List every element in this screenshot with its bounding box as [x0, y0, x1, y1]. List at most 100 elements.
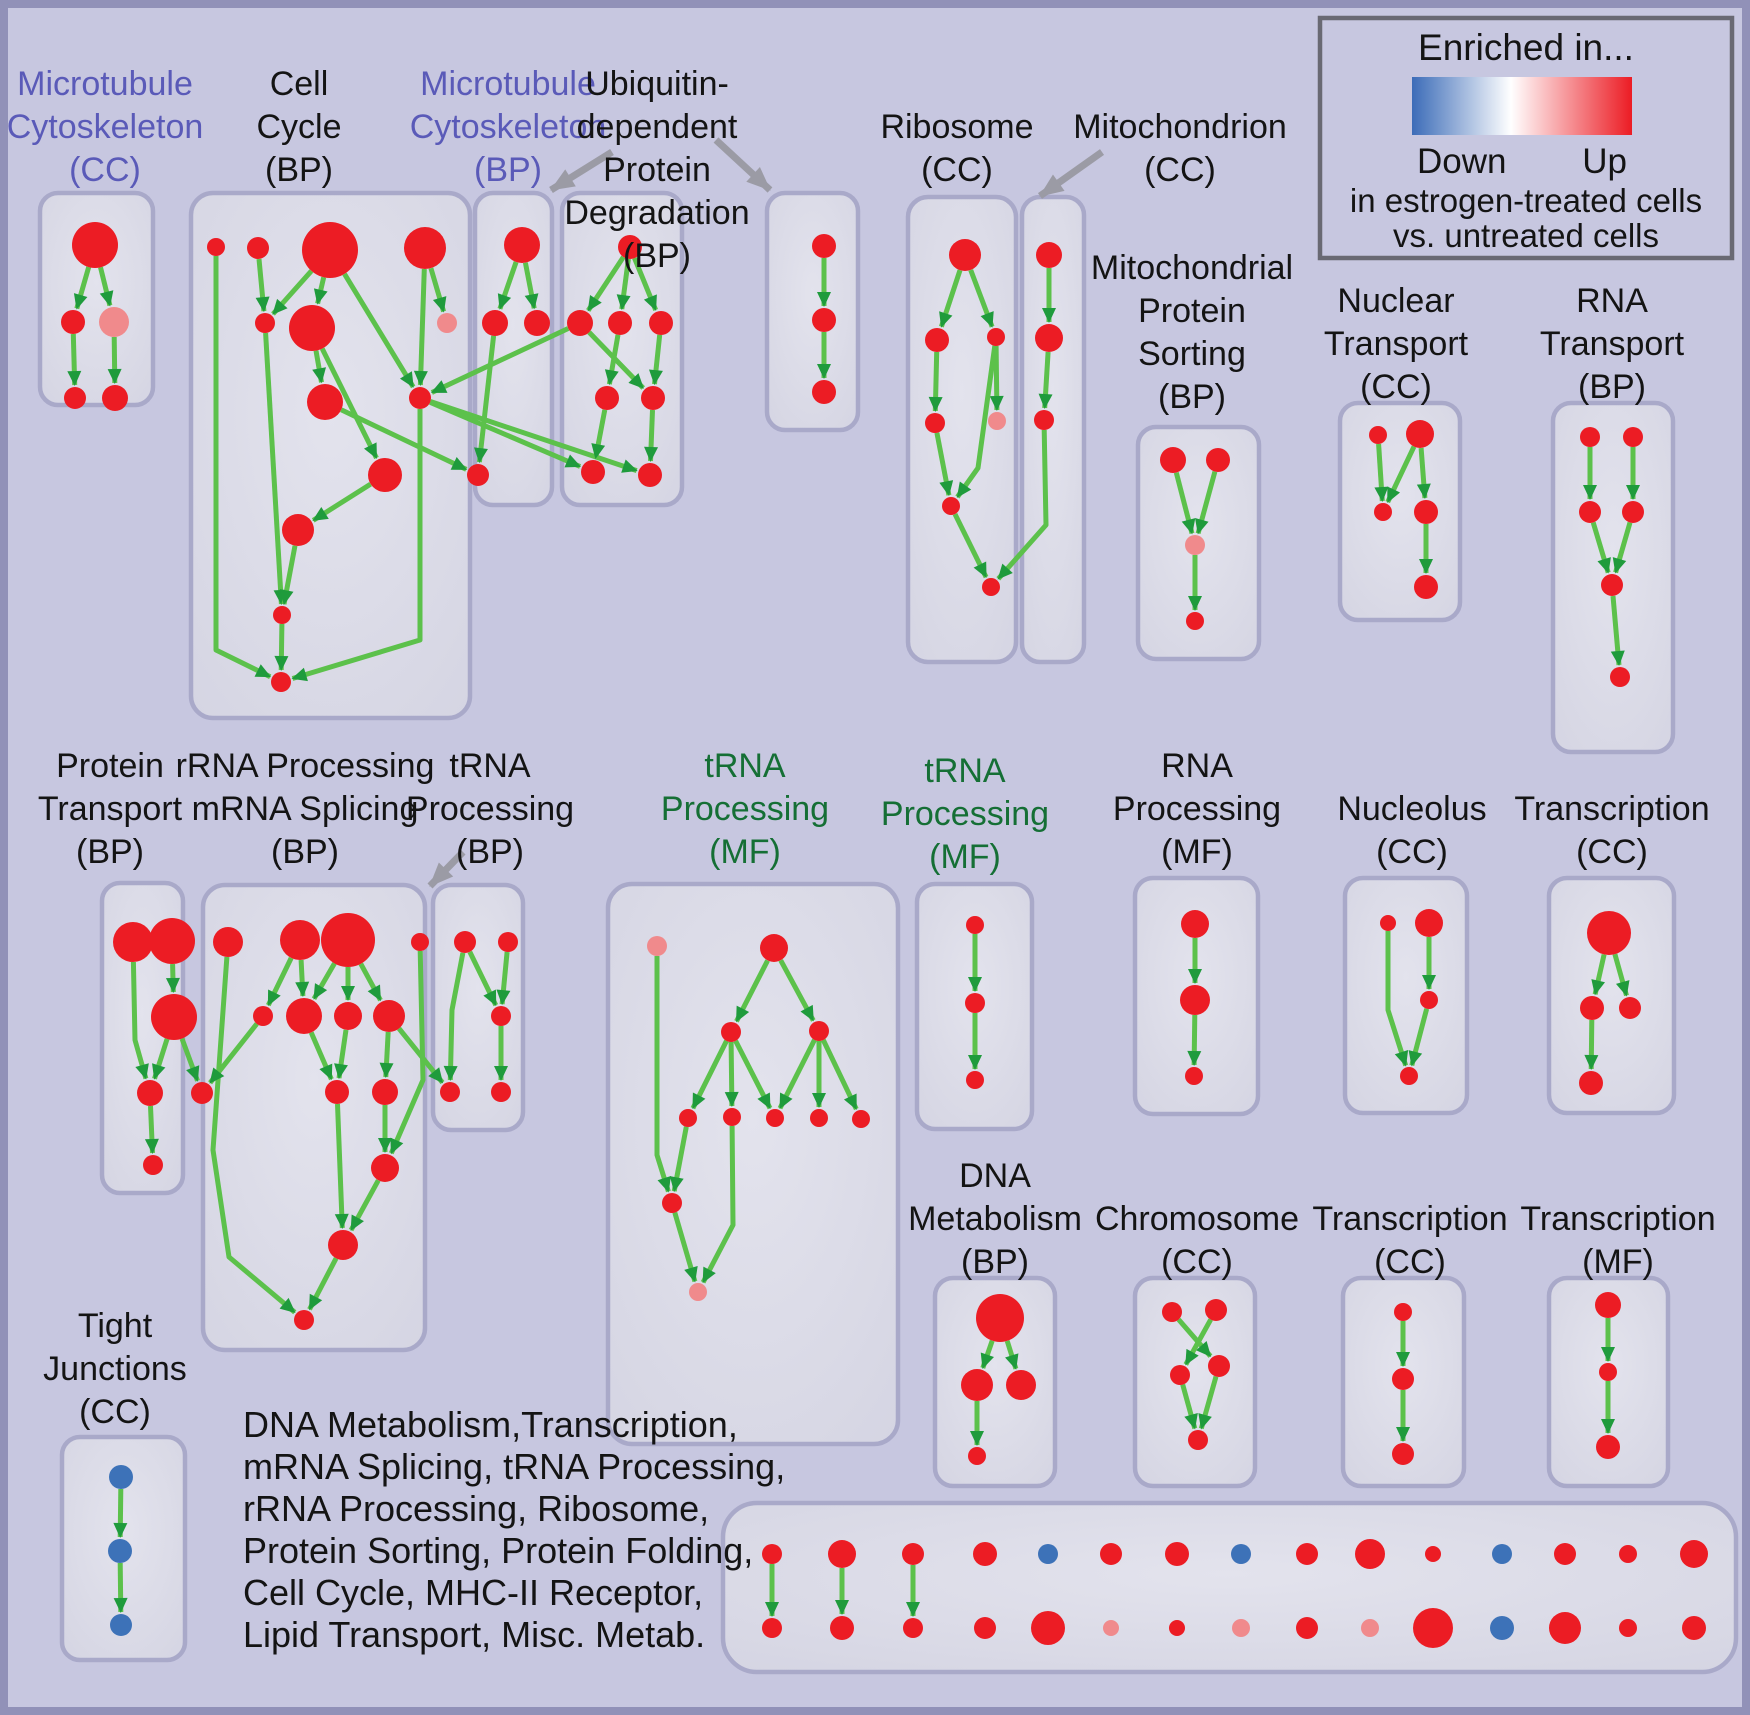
- cluster-label-transcription-mf: Transcription (MF): [1520, 1200, 1715, 1281]
- edge-arrow: [430, 326, 570, 395]
- go-term-node: [307, 384, 343, 420]
- edge-arrow: [672, 1211, 698, 1283]
- legend-subtitle-1: in estrogen-treated cells: [1350, 182, 1702, 219]
- go-term-node: [762, 1618, 782, 1638]
- edge-arrow: [522, 262, 539, 310]
- go-term-node: [812, 308, 836, 332]
- go-term-node: [812, 234, 836, 258]
- cluster-label-nucleolus: Nucleolus (CC): [1337, 790, 1486, 871]
- go-term-node: [437, 313, 457, 333]
- edge-arrow: [313, 276, 328, 305]
- go-term-node: [1610, 667, 1630, 687]
- go-term-node: [1414, 500, 1438, 524]
- go-term-node: [966, 1071, 984, 1089]
- go-term-node: [1579, 1071, 1603, 1095]
- go-term-node: [368, 458, 402, 492]
- label-pointer-arrow: [549, 149, 614, 193]
- edge-arrow: [107, 336, 122, 384]
- go-term-node: [1549, 1612, 1581, 1644]
- go-term-node: [1186, 612, 1204, 630]
- go-term-node: [638, 463, 662, 487]
- edge-arrow: [1612, 521, 1633, 574]
- edge-arrow: [497, 261, 519, 310]
- edge-arrow: [734, 959, 770, 1023]
- go-term-node: [1296, 1543, 1318, 1565]
- cluster-box-trna-mf-big: [605, 881, 901, 1447]
- cluster-box-microtubule-bp: [472, 190, 555, 508]
- edge-arrow: [1180, 1383, 1198, 1430]
- edge-arrow: [334, 1103, 349, 1229]
- go-term-node: [143, 1155, 163, 1175]
- go-term-node: [1580, 996, 1604, 1020]
- go-term-node: [1232, 1619, 1250, 1637]
- go-term-node: [1100, 1543, 1122, 1565]
- go-term-node: [1188, 1430, 1208, 1450]
- cluster-box-dna-metabolism: [932, 1275, 1058, 1489]
- edge-arrow: [1195, 470, 1218, 535]
- edge-arrow: [989, 345, 1004, 411]
- go-term-node: [1036, 242, 1062, 268]
- go-term-node: [404, 227, 446, 269]
- edge-arrow: [928, 351, 943, 412]
- go-term-node: [1400, 1067, 1418, 1085]
- go-term-node: [207, 238, 225, 256]
- go-term-node: [812, 380, 836, 404]
- go-term-node: [213, 927, 243, 957]
- go-term-node: [1006, 1370, 1036, 1400]
- go-term-node: [334, 1002, 362, 1030]
- cluster-box-transcription-cc-r2: [1546, 875, 1677, 1116]
- edge-arrow: [113, 1562, 128, 1613]
- edge-arrow: [778, 959, 816, 1022]
- go-term-node: [595, 386, 619, 410]
- cluster-label-ribosome: Ribosome (CC): [880, 108, 1033, 189]
- edge-arrow: [358, 962, 383, 1002]
- edge-arrow: [165, 963, 180, 993]
- go-term-node: [1394, 1303, 1412, 1321]
- edge-arrow: [733, 1039, 773, 1110]
- go-term-node: [1596, 1435, 1620, 1459]
- cluster-label-mito-sorting: Mitochondrial Protein Sorting (BP): [1091, 249, 1293, 416]
- edge-arrow: [777, 1038, 817, 1110]
- go-term-node: [108, 1539, 132, 1563]
- go-term-node: [1034, 410, 1054, 430]
- edge-arrow: [311, 481, 372, 523]
- cluster-label-ubiquitin: Ubiquitin-dependent Protein Degradation (BP…: [564, 65, 749, 275]
- go-term-node: [925, 413, 945, 433]
- edge-arrow: [307, 1257, 339, 1311]
- cluster-box-microtubule-cc: [37, 190, 156, 408]
- edge-arrow: [654, 956, 671, 1193]
- go-term-node: [1587, 911, 1631, 955]
- edge-arrow: [443, 952, 466, 1081]
- edge-arrow: [1408, 1008, 1430, 1067]
- go-term-node: [662, 1193, 682, 1213]
- edge-arrow: [669, 1126, 689, 1193]
- go-term-node: [1035, 324, 1063, 352]
- edge-arrow: [130, 961, 149, 1080]
- go-term-node: [925, 328, 949, 352]
- go-term-node: [1185, 535, 1205, 555]
- go-term-node: [1208, 1355, 1230, 1377]
- go-term-node: [271, 672, 291, 692]
- cluster-label-nuclear-transport: Nuclear Transport (CC): [1324, 282, 1469, 406]
- edge-arrow: [308, 1031, 334, 1081]
- legend-down-label: Down: [1417, 142, 1506, 181]
- go-term-node: [1623, 427, 1643, 447]
- go-term-node: [949, 239, 981, 271]
- go-term-node: [1392, 1443, 1414, 1465]
- go-term-node: [491, 1082, 511, 1102]
- go-term-node: [191, 1082, 213, 1104]
- edge-arrow: [291, 409, 423, 682]
- edge-arrow: [213, 256, 272, 679]
- legend-gradient-bar: [1412, 77, 1632, 135]
- go-term-node: [1031, 1611, 1065, 1645]
- go-term-node: [482, 310, 508, 336]
- go-term-node: [1413, 1608, 1453, 1648]
- edge-arrow: [955, 345, 998, 499]
- edge-arrow: [311, 962, 337, 1000]
- go-term-node: [1296, 1617, 1318, 1639]
- edge-arrow: [1416, 447, 1431, 499]
- go-term-node: [282, 514, 314, 546]
- legend-title: Enriched in...: [1418, 27, 1634, 68]
